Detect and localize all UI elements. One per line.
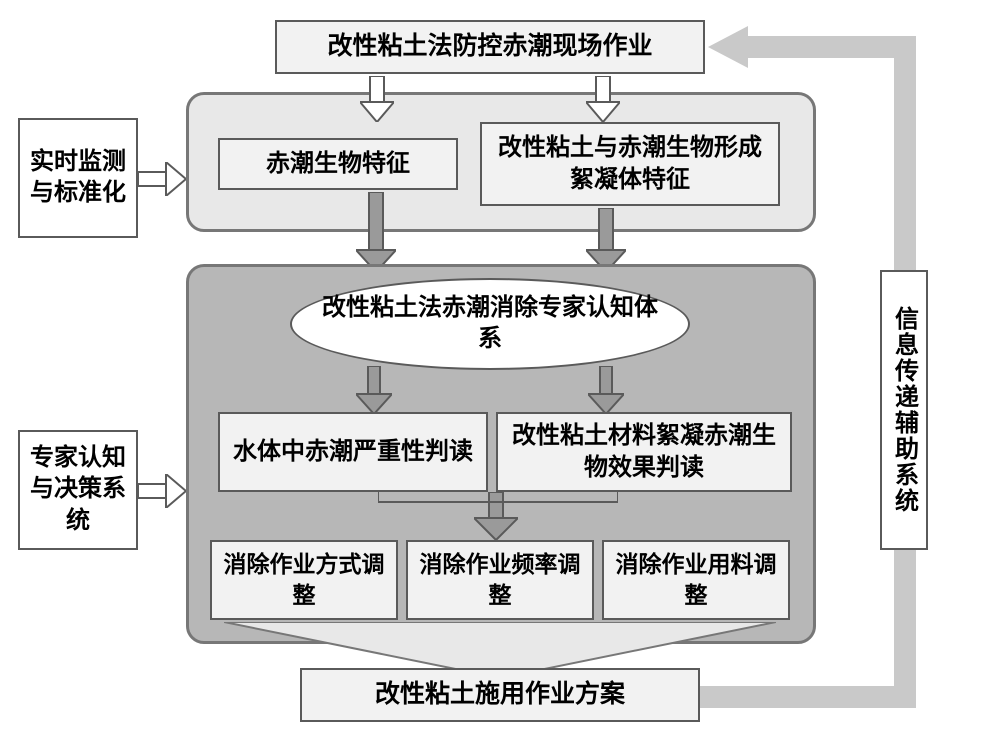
side-label-expert: 专家认知与决策系统 xyxy=(18,430,138,550)
side-arrow-bot xyxy=(138,474,186,508)
panel2-bot-b-text: 消除作业频率调整 xyxy=(412,549,588,611)
arrow-top-to-right xyxy=(586,76,620,122)
panel1-left-box: 赤潮生物特征 xyxy=(218,138,458,190)
panel2-mid-right-text: 改性粘土材料絮凝赤潮生物效果判读 xyxy=(502,420,786,485)
side-label-info-transfer-text: 信息传递辅助系统 xyxy=(887,306,922,514)
feedback-arrowhead xyxy=(708,26,748,68)
arrow-p1right-down xyxy=(586,208,626,272)
arrow-top-to-left xyxy=(360,76,394,122)
panel2-bot-a: 消除作业方式调整 xyxy=(210,540,398,620)
expert-ellipse-text: 改性粘土法赤潮消除专家认知体系 xyxy=(322,293,658,355)
panel2-bot-c-text: 消除作业用料调整 xyxy=(608,549,784,611)
panel2-mid-left-text: 水体中赤潮严重性判读 xyxy=(233,436,473,468)
side-label-realtime: 实时监测与标准化 xyxy=(18,118,138,238)
feedback-bar-right-lower xyxy=(894,550,916,708)
panel1-left-text: 赤潮生物特征 xyxy=(266,148,410,180)
panel2-bot-c: 消除作业用料调整 xyxy=(602,540,790,620)
panel2-bot-b: 消除作业频率调整 xyxy=(406,540,594,620)
arrow-p1left-down xyxy=(356,192,396,272)
side-arrow-top xyxy=(138,162,186,196)
panel1-right-text: 改性粘土与赤潮生物形成絮凝体特征 xyxy=(488,132,772,197)
mid-join-line xyxy=(378,492,618,506)
bottom-plan-box: 改性粘土施用作业方案 xyxy=(300,668,700,722)
top-operation-box: 改性粘土法防控赤潮现场作业 xyxy=(275,20,705,74)
panel2-bot-a-text: 消除作业方式调整 xyxy=(216,549,392,611)
panel2-mid-left: 水体中赤潮严重性判读 xyxy=(218,412,488,492)
panel2-mid-right: 改性粘土材料絮凝赤潮生物效果判读 xyxy=(496,412,792,492)
bottom-plan-text: 改性粘土施用作业方案 xyxy=(375,678,625,712)
feedback-bar-right-upper xyxy=(894,36,916,270)
feedback-bar-top xyxy=(740,36,916,58)
expert-ellipse: 改性粘土法赤潮消除专家认知体系 xyxy=(290,278,690,370)
feedback-bar-bottom xyxy=(700,686,916,708)
panel1-right-box: 改性粘土与赤潮生物形成絮凝体特征 xyxy=(480,122,780,206)
arrow-ell-to-midleft xyxy=(356,366,392,414)
side-label-expert-text: 专家认知与决策系统 xyxy=(20,443,136,537)
top-operation-text: 改性粘土法防控赤潮现场作业 xyxy=(327,30,652,64)
arrow-ell-to-midright xyxy=(588,366,624,414)
side-label-realtime-text: 实时监测与标准化 xyxy=(20,147,136,209)
diagram-canvas: 实时监测与标准化 专家认知与决策系统 信息传递辅助系统 改性粘土法防控赤潮现场作… xyxy=(0,0,1000,755)
side-label-info-transfer: 信息传递辅助系统 xyxy=(880,270,928,550)
